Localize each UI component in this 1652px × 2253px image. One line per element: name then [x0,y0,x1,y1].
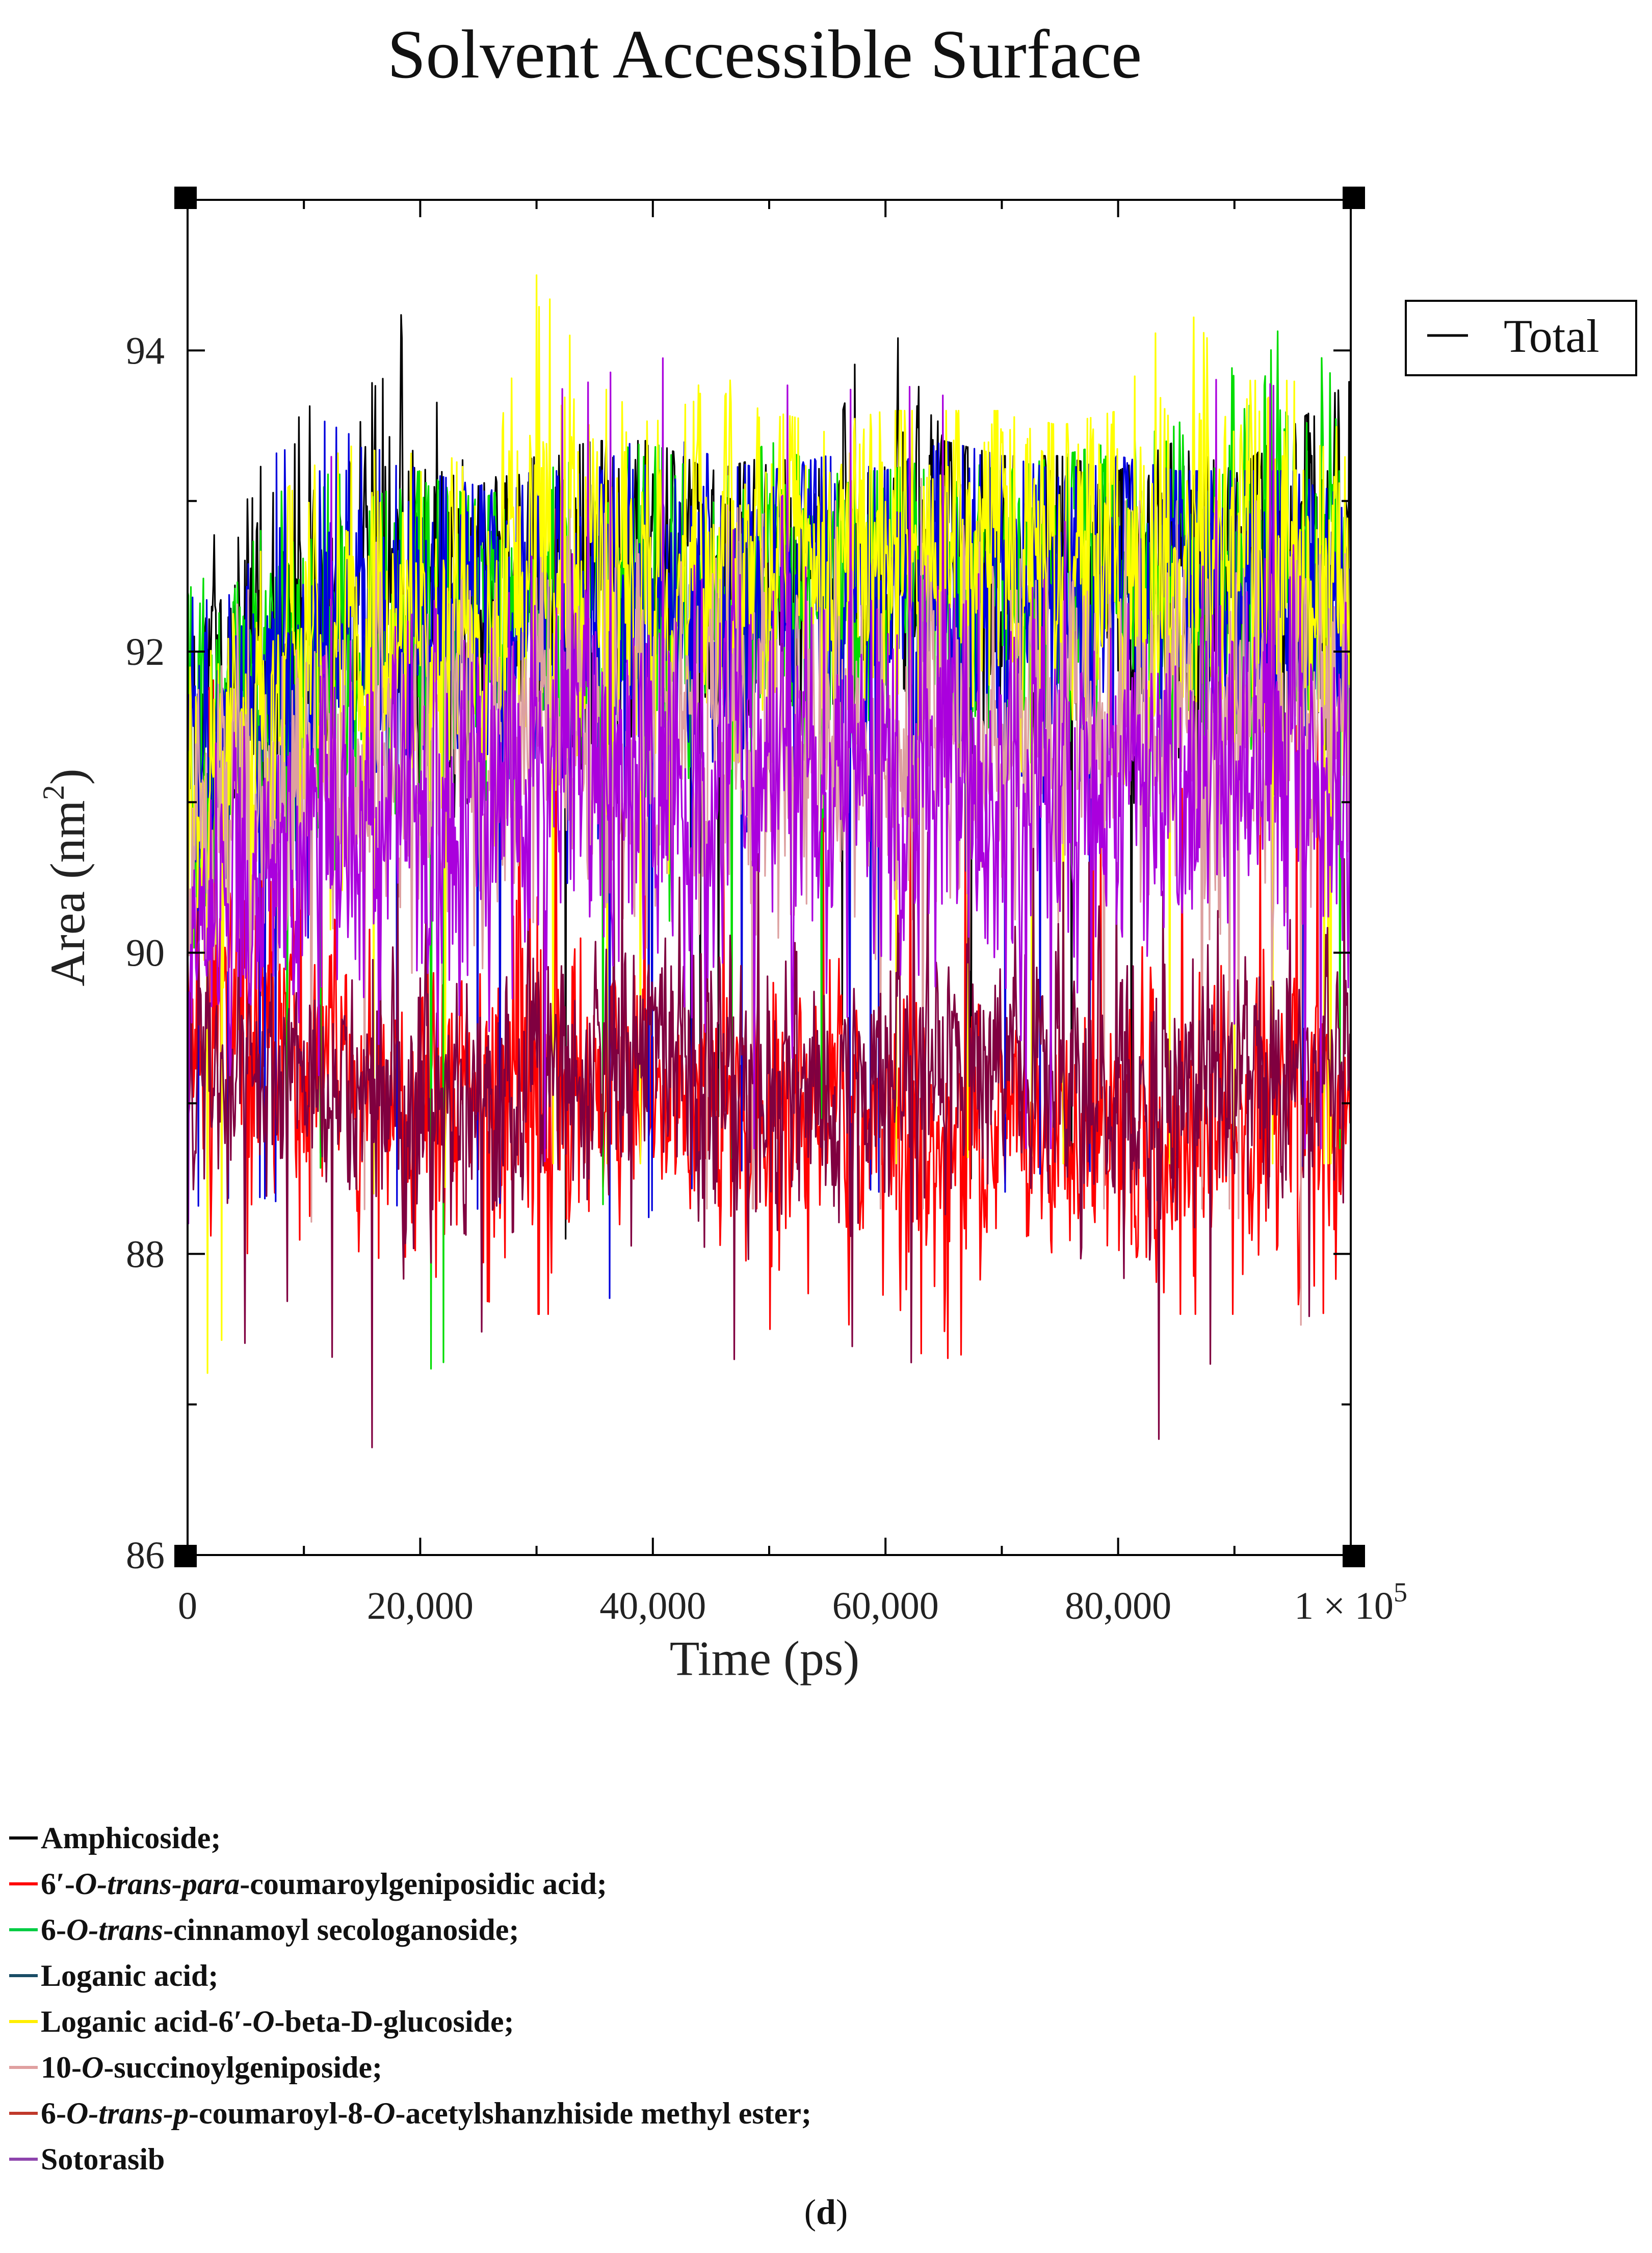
x-tick-label: 1 × 105 [1294,1577,1407,1627]
caption-text: -coumaroylgeniposidic acid; [240,1867,607,1901]
caption-entry: Amphicoside; [9,1815,1589,1861]
y-tick-label: 94 [126,329,165,372]
caption-text: 6′- [41,1867,75,1901]
x-tick-label: 20,000 [367,1585,474,1627]
caption-text: O [81,2050,104,2084]
caption-entry: 6′- O-trans-para -coumaroylgeniposidic aci… [9,1861,1589,1907]
x-tick-label: 80,000 [1065,1585,1171,1627]
y-axis-ticks: 86 88 90 92 94 [126,329,1351,1577]
y-axis-label-close: ) [40,768,95,785]
x-tick-label: 0 [178,1585,197,1627]
panel-letter: d [816,2193,836,2232]
caption-text: D [351,2004,373,2038]
figure-caption: Amphicoside; 6′- O-trans-para -coumaroylgen… [9,1815,1589,2182]
caption-text: -glucoside; [373,2004,514,2038]
corner-marker-top-right [1343,187,1365,209]
x-tick-label: 40,000 [599,1585,706,1627]
caption-swatch [9,1836,38,1840]
x-tick-exponent: 5 [1394,1577,1407,1608]
x-tick-label: 60,000 [832,1585,939,1627]
caption-entry: Loganic acid; [9,1953,1589,1999]
caption-text: -coumaroyl-8- [189,2096,374,2130]
caption-swatch [9,1928,38,1931]
series-line-8 [188,357,1351,1225]
caption-text: O [373,2096,396,2130]
caption-text: O [252,2004,275,2038]
caption-text: 10- [41,2050,82,2084]
caption-swatch [9,2066,38,2069]
x-axis-ticks: 0 20,000 40,000 60,000 80,000 1 × 105 [178,200,1407,1627]
caption-entry: 10- O -succinoylgeniposide; [9,2044,1589,2090]
y-tick-label: 86 [126,1534,165,1577]
caption-text: -beta- [274,2004,351,2038]
caption-entry: 6- O-trans-p -coumaroyl-8- O -acetylshanzhis… [9,2090,1589,2136]
caption-entry: Loganic acid-6′- O -beta- D -glucoside; [9,1999,1589,2044]
caption-swatch [9,2158,38,2161]
caption-entry: 6- O-trans -cinnamoyl secologanoside; [9,1907,1589,1953]
caption-swatch [9,2112,38,2115]
caption-text: -cinnamoyl secologanoside; [163,1912,519,1947]
caption-text: O-trans-para [74,1867,240,1901]
series-line-5 [188,274,1351,1374]
y-axis-label-base: Area (nm [40,800,95,986]
y-tick-label: 92 [126,631,165,674]
y-tick-label: 88 [126,1233,165,1276]
caption-text: O-trans-p [66,2096,189,2130]
caption-text: -acetylshanzhiside methyl ester; [395,2096,812,2130]
y-tick-label: 90 [126,932,165,975]
caption-text: Loganic acid; [41,1958,219,1992]
caption-text: 6- [41,1912,66,1947]
x-axis-label: Time (ps) [670,1631,860,1686]
caption-swatch [9,1882,38,1885]
panel-open: ( [804,2193,817,2232]
legend-label-total: Total [1504,310,1599,362]
caption-text: O-trans [66,1912,164,1947]
y-axis-label-exponent: 2 [37,785,70,800]
caption-text: -succinoylgeniposide; [103,2050,383,2084]
panel-label: (d) [0,2192,1652,2233]
caption-text: Loganic acid-6′- [41,2004,253,2038]
legend: Total [1405,300,1637,376]
legend-box [1405,300,1637,376]
series-line-7 [188,802,1351,1448]
caption-text: Amphicoside; [41,1821,221,1855]
panel-close: ) [835,2193,848,2232]
series-layer [188,274,1351,1448]
caption-text: 6- [41,2096,66,2130]
y-axis-label: Area (nm2) [37,768,95,986]
caption-text: Sotorasib [41,2142,165,2176]
caption-swatch [9,1974,38,1977]
caption-entry: Sotorasib [9,2136,1589,2182]
caption-swatch [9,2020,38,2023]
corner-marker-top-left [174,187,197,209]
chart-title: Solvent Accessible Surface [387,16,1142,93]
